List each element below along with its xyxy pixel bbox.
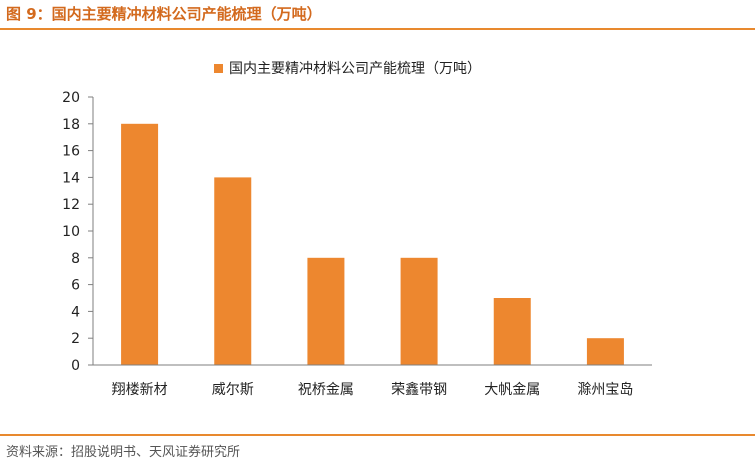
x-axis-labels: 翔楼新材 威尔斯 祝桥金属 荣鑫带钢 大帆金属 滁州宝岛 <box>112 381 634 398</box>
y-tick-label: 6 <box>71 278 80 294</box>
y-tick-label: 18 <box>62 117 80 133</box>
bar-3 <box>307 257 345 365</box>
figure-title: 图 9：国内主要精冲材料公司产能梳理（万吨） <box>6 5 322 23</box>
bar-2 <box>214 177 252 365</box>
bars <box>121 123 624 365</box>
x-tick-label: 大帆金属 <box>484 382 540 398</box>
bottom-divider <box>0 434 755 436</box>
y-tick-label: 8 <box>71 251 80 267</box>
x-tick-label: 滁州宝岛 <box>577 382 633 398</box>
bar-4 <box>400 257 438 365</box>
x-tick-label: 祝桥金属 <box>298 382 354 398</box>
legend-label: 国内主要精冲材料公司产能梳理（万吨） <box>229 61 481 77</box>
y-tick-label: 2 <box>71 331 80 347</box>
bar-5 <box>493 298 531 365</box>
x-tick-label: 荣鑫带钢 <box>391 381 447 398</box>
y-tick-label: 0 <box>71 358 80 374</box>
x-tick-label: 威尔斯 <box>212 382 254 398</box>
bar-chart: 国内主要精冲材料公司产能梳理（万吨） 0 2 4 6 8 10 12 14 16 18 20 翔楼新… <box>62 61 652 398</box>
top-divider <box>0 28 755 30</box>
bar-1 <box>121 123 159 365</box>
bar-6 <box>586 338 624 365</box>
y-tick-label: 20 <box>62 90 80 106</box>
y-tick-label: 16 <box>62 144 80 160</box>
y-tick-label: 4 <box>71 304 80 320</box>
y-tick-label: 12 <box>62 197 80 213</box>
y-tick-label: 14 <box>62 170 80 186</box>
legend: 国内主要精冲材料公司产能梳理（万吨） <box>214 61 481 77</box>
source-note: 资料来源：招股说明书、天风证券研究所 <box>6 445 241 460</box>
legend-swatch <box>214 64 223 73</box>
y-axis-ticks: 0 2 4 6 8 10 12 14 16 18 20 <box>62 90 93 374</box>
y-tick-label: 10 <box>62 224 80 240</box>
x-tick-label: 翔楼新材 <box>112 382 168 398</box>
